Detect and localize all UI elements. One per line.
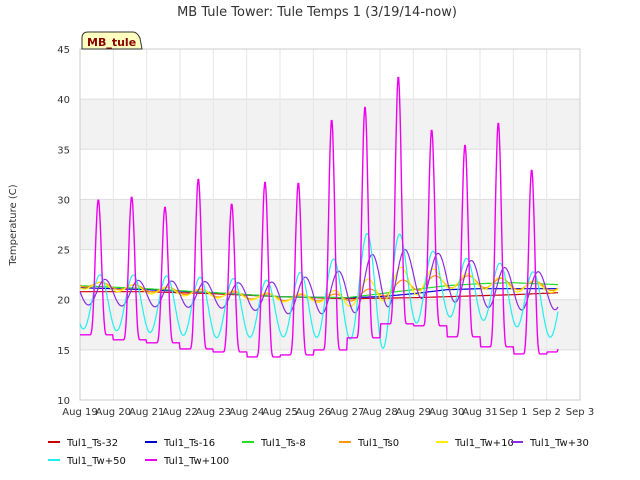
legend-label: Tul1_Ts-32 — [66, 438, 118, 449]
x-tick-label: Aug 20 — [96, 407, 131, 418]
x-tick-label: Sep 1 — [499, 407, 527, 418]
series-line-tul1-tw-10 — [79, 266, 559, 307]
x-tick-label: Sep 3 — [566, 407, 594, 418]
x-tick-label: Aug 31 — [462, 407, 497, 418]
station-badge: MB_tule — [81, 31, 143, 50]
y-tick-label: 45 — [57, 45, 70, 56]
legend-label: Tul1_Ts-16 — [163, 438, 215, 449]
x-tick-label: Aug 29 — [396, 407, 431, 418]
series-lines — [79, 76, 559, 358]
background-band — [80, 199, 580, 250]
y-tick-label: 40 — [57, 95, 70, 106]
x-tick-label: Aug 25 — [262, 407, 297, 418]
chart-title: MB Tule Tower: Tule Temps 1 (3/19/14-now… — [177, 5, 457, 20]
y-tick-label: 30 — [57, 195, 70, 206]
x-tick-label: Aug 24 — [229, 407, 264, 418]
y-tick-label: 35 — [57, 145, 70, 156]
x-tick-label: Aug 27 — [329, 407, 364, 418]
x-tick-label: Aug 22 — [162, 407, 197, 418]
legend-label: Tul1_Tw+30 — [529, 438, 589, 449]
background-bands — [80, 99, 580, 350]
x-tick-label: Aug 26 — [296, 407, 331, 418]
legend-label: Tul1_Tw+100 — [163, 456, 229, 467]
series-line-tul1-tw-30 — [79, 249, 559, 315]
x-tick-label: Aug 19 — [62, 407, 97, 418]
plot-frame — [79, 48, 581, 401]
badge-shape — [81, 31, 143, 50]
x-tick-label: Aug 30 — [429, 407, 464, 418]
y-tick-labels: 10 15 20 25 30 35 40 45 — [57, 45, 70, 407]
x-tick-label: Aug 21 — [129, 407, 164, 418]
series-line-tul1-tw-50 — [79, 232, 559, 349]
legend-label: Tul1_Tw+50 — [66, 456, 126, 467]
series-line-tul1-tw-100 — [80, 76, 559, 358]
y-tick-label: 10 — [57, 396, 70, 407]
y-tick-label: 20 — [57, 296, 70, 307]
background-band — [80, 299, 580, 350]
badge-label: MB_tule — [87, 36, 136, 49]
y-tick-label: 25 — [57, 246, 70, 257]
x-tick-label: Sep 2 — [532, 407, 560, 418]
legend-label: Tul1_Ts-8 — [260, 438, 306, 449]
y-tick-label: 15 — [57, 346, 70, 357]
x-tick-label: Aug 28 — [362, 407, 397, 418]
x-tick-label: Aug 23 — [196, 407, 231, 418]
legend-label: Tul1_Tw+10 — [454, 438, 514, 449]
legend-label: Tul1_Ts0 — [357, 438, 399, 449]
y-axis-label: Temperature (C) — [8, 184, 19, 266]
legend: Tul1_Ts-32 Tul1_Ts-16 Tul1_Ts-8 Tul1_Ts0 Tul… — [48, 438, 589, 467]
